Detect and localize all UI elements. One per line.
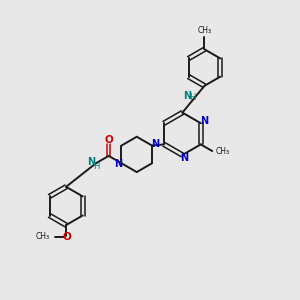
Text: O: O: [63, 232, 72, 242]
Text: N: N: [114, 159, 123, 170]
Text: N: N: [183, 91, 191, 101]
Text: N: N: [88, 157, 96, 167]
Text: H: H: [93, 162, 100, 171]
Text: CH₃: CH₃: [216, 147, 230, 156]
Text: CH₃: CH₃: [198, 26, 212, 34]
Text: N: N: [200, 116, 208, 126]
Text: O: O: [104, 135, 113, 145]
Text: N: N: [180, 153, 188, 163]
Text: CH₃: CH₃: [36, 232, 50, 241]
Text: H: H: [189, 92, 195, 101]
Text: N: N: [151, 140, 159, 149]
